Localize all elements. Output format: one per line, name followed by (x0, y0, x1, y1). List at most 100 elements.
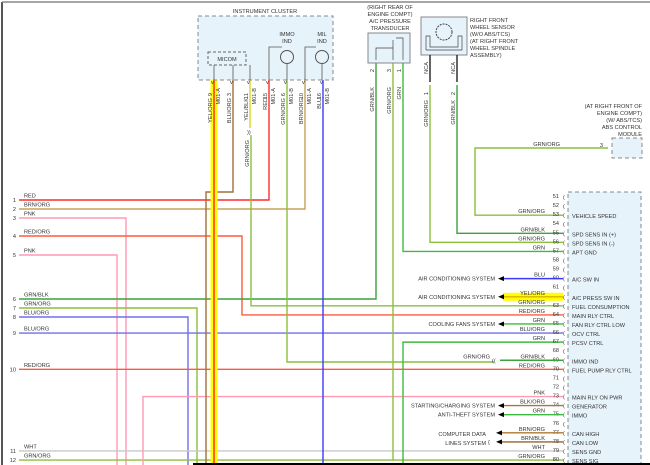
module-pin-connector-glyph: ( (563, 304, 565, 310)
wire-cluster-blu-org (205, 80, 234, 465)
system-link-label: AIR CONDITIONING SYSTEM (418, 295, 495, 301)
wheel-sensor-pin-number: 1 (424, 92, 430, 95)
left-wire-label: GRN/ORG (24, 454, 51, 460)
mil-ind-label: MIL (317, 32, 326, 38)
module-wire-label: GRN (533, 336, 545, 342)
cluster-connector-id: M01-B (252, 88, 258, 105)
system-link-label: AIR CONDITIONING SYSTEM (418, 277, 495, 283)
module-pin-number: 53 (553, 212, 559, 218)
module-pin-connector-glyph: ( (563, 231, 565, 237)
module-wire-label: YEL/ORG (520, 291, 545, 297)
module-pin-connector-glyph: ( (563, 213, 565, 219)
module-pin-connector-glyph: ( (563, 249, 565, 255)
splice-connector-glyph: )) (247, 130, 251, 136)
wheel-sensor-coil-icon (425, 35, 463, 51)
abs-pin-number: 3 (600, 143, 603, 149)
module-wire-label: RED/ORG (519, 363, 545, 369)
module-pin-number: 63 (553, 303, 559, 309)
engine-control-module (567, 191, 642, 465)
transducer-wire-label: GRN (397, 87, 403, 99)
wire-pin2 (19, 80, 306, 210)
cluster-internal-line (268, 46, 282, 80)
instrument-cluster (197, 15, 334, 81)
cluster-connector-id: M01-A (271, 88, 277, 105)
wire-pcsv (402, 341, 563, 465)
module-pin-connector-glyph: ( (563, 358, 565, 364)
module-pin-function: IMMO (572, 414, 588, 420)
wire-immo-ind (286, 80, 494, 363)
module-pin-function: SENS GND (572, 450, 601, 456)
module-pin-function: FAN RLY CTRL LOW (572, 323, 626, 329)
module-wire-label: BLU/ORG (520, 327, 545, 333)
transducer-wire-label: GRN/ORG (387, 87, 393, 114)
wheel-sensor-title-line: (AT RIGHT FRONT (470, 39, 519, 45)
module-pin-number: 59 (553, 267, 559, 273)
module-pin-number: 71 (553, 375, 559, 381)
cluster-connector-id: M01-B (325, 88, 331, 105)
cluster-pin-number: 3 (227, 93, 233, 96)
cluster-pin-number: 9 (208, 93, 214, 96)
module-pin-function: A/C PRESS SW IN (572, 296, 620, 302)
cluster-pin-number: 6 (281, 93, 287, 96)
wire-main-rly-pwr (142, 395, 563, 465)
module-pin-number: 52 (553, 203, 559, 209)
cluster-wire-label: BLU/ORG (227, 98, 233, 123)
micom-box (207, 51, 247, 66)
arrow-left-icon (498, 403, 504, 409)
cluster-pin-connector-glyph: v (302, 80, 305, 86)
cluster-pin-number: 11 (244, 93, 250, 99)
left-pin-number: 2 (13, 207, 16, 213)
module-wire-label: GRN/ORG (518, 454, 545, 460)
arrow-left-icon (498, 294, 504, 300)
module-pin-function: FUEL CONSUMPTION (572, 305, 630, 311)
module-pin-number: 57 (553, 248, 559, 254)
module-pin-function: OCV CTRL (572, 332, 600, 338)
module-pin-connector-glyph: ( (563, 204, 565, 210)
module-pin-number: 68 (553, 348, 559, 354)
module-pin-connector-glyph: ( (563, 268, 565, 274)
module-pin-connector-glyph: ( (563, 195, 565, 201)
left-wire-label: RED (24, 194, 36, 200)
left-pin-number: 7 (13, 306, 16, 312)
module-pin-connector-glyph: ( (563, 422, 565, 428)
transducer-internal (375, 47, 393, 60)
abs-control-module (611, 137, 643, 159)
left-pin-number: 12 (10, 458, 16, 464)
wire-pin5 (19, 254, 118, 465)
module-pin-connector-glyph: ( (563, 331, 565, 337)
module-pin-function: MAIN RLY CTRL (572, 314, 614, 320)
ac-transducer-title-line: (RIGHT REAR OF (367, 5, 413, 11)
wire-pin6 (19, 63, 377, 300)
brace-icon: { (488, 440, 490, 446)
wheel-sensor-wire-label: GRN/BLK (451, 100, 457, 125)
data-lines-label: LINES SYSTEM (445, 441, 486, 447)
module-wire-label: GRN/BLK (520, 354, 545, 360)
module-wire-label: BLK/ORG (520, 400, 545, 406)
module-wire-label: GRN (533, 318, 545, 324)
instrument-cluster-title: INSTRUMENT CLUSTER (233, 9, 297, 15)
cluster-connector-id: M01-A (307, 88, 313, 105)
data-lines-label: COMPUTER DATA (438, 432, 486, 438)
abs-module-title-line: (W/ ABS/TCS) (606, 118, 642, 124)
abs-module-title-line: (AT RIGHT FRONT OF (585, 104, 643, 110)
module-wire-label: BLU (534, 273, 545, 279)
module-pin-function: MAIN RLY ON PWR (572, 396, 622, 402)
module-pin-function: SPD SENS IN (+) (572, 232, 616, 238)
module-pin-connector-glyph: ( (563, 340, 565, 346)
module-pin-number: 55 (553, 230, 559, 236)
wire-pin1 (19, 80, 270, 201)
nca-label: NCA (424, 62, 430, 74)
wire-fuel-consumption (250, 135, 563, 307)
outer-wire-label: GRN/ORG (463, 354, 490, 360)
arrow-left-icon (496, 430, 502, 436)
module-pin-connector-glyph: ( (563, 431, 565, 437)
wire-pin4 (19, 235, 563, 316)
module-pin-connector-glyph: ( (563, 295, 565, 301)
left-wire-label: RED/ORG (24, 230, 50, 236)
module-pin-connector-glyph: ( (563, 395, 565, 401)
cluster-pin-number: 16 (317, 93, 323, 99)
cluster-connector-id: M01-A (216, 88, 222, 105)
splice-connector-glyph: (( (492, 358, 496, 364)
module-wire-label: PNK (533, 391, 545, 397)
transducer-pin-number: 3 (387, 69, 393, 72)
